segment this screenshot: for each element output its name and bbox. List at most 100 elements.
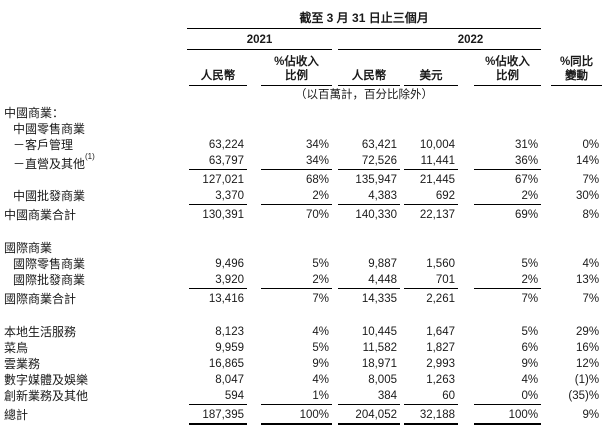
cell-value: 4,448 — [338, 273, 400, 289]
cell-pct-2022 — [458, 122, 541, 138]
cell-value: 4% — [312, 374, 329, 386]
cell-rmb-2022: 14,335 — [332, 292, 400, 308]
cell-value: 3,920 — [189, 273, 247, 289]
cell-value: 100% — [261, 408, 332, 425]
cell-pct-2022: 31% — [458, 138, 541, 154]
cell-pct-2021: 2% — [247, 189, 332, 208]
cell-rmb-2022: 4,383 — [332, 189, 400, 208]
row-label: 國際零售商業 — [13, 257, 86, 271]
col-header-label: 比例 — [285, 70, 308, 82]
table-row: －直營及其他(1) 63,797 34% 72,526 11,441 36% 1… — [3, 152, 602, 173]
cell-pct-2022: 0% — [458, 389, 542, 408]
col-header-rmb-2021: 人民幣 — [189, 69, 247, 86]
row-label: 雲業務 — [4, 357, 41, 371]
col-header-pct-of-revenue-2021: %佔收入 比例 — [261, 55, 332, 86]
cell-yoy-change — [541, 241, 602, 257]
cell-value: 9,959 — [215, 342, 244, 354]
cell-rmb-2022: 140,330 — [332, 208, 400, 224]
cell-pct-2021: 9% — [247, 357, 332, 373]
cell-pct-2021 — [247, 106, 332, 122]
cell-value: 2,993 — [426, 358, 455, 370]
cell-value: 14,335 — [361, 293, 397, 305]
cell-rmb-2022: 72,526 — [332, 154, 400, 173]
cell-yoy-change — [541, 122, 602, 138]
cell-usd-2022 — [400, 106, 458, 122]
cell-value: 14% — [576, 155, 600, 167]
cell-value: 7% — [582, 293, 600, 305]
cell-rmb-2022: 8,005 — [332, 373, 400, 389]
cell-rmb-2021: 13,416 — [187, 292, 247, 308]
cell-yoy-change: 0% — [541, 138, 602, 154]
cell-pct-2022: 6% — [458, 341, 541, 357]
cell-yoy-change: (1)% — [541, 373, 602, 389]
row-label-cell: 中國商業： — [3, 106, 187, 122]
row-label-cell: －客戶管理 — [3, 138, 187, 154]
cell-rmb-2021: 9,496 — [187, 257, 247, 273]
row-label-cell — [3, 173, 187, 189]
cell-pct-2021: 34% — [247, 154, 332, 173]
cell-value: 204,052 — [338, 408, 400, 425]
cell-value: (1)% — [574, 374, 600, 386]
cell-value: 5% — [312, 258, 329, 270]
col-header-label: %佔收入 — [485, 56, 530, 68]
col-header-label: 比例 — [496, 70, 520, 82]
cell-pct-2021: 2% — [247, 273, 332, 292]
cell-pct-2021: 4% — [247, 325, 332, 341]
table-row: 雲業務 16,865 9% 18,971 2,993 9% 12% — [3, 357, 602, 373]
cell-yoy-change: 9% — [541, 408, 602, 427]
table-row: 127,021 68% 135,947 21,445 67% 7% — [3, 173, 602, 189]
table-row: 總計 187,395 100% 204,052 32,188 100% 9% — [3, 408, 602, 427]
cell-value: 3,370 — [189, 189, 247, 205]
cell-value: 8,123 — [215, 326, 244, 338]
cell-value: 2% — [474, 273, 542, 289]
segment-revenue-table: 截至 3 月 31 日止三個月 2021 2022 人民幣 %佔收入 比例 人民幣 — [3, 2, 603, 427]
cell-value: 11,582 — [362, 342, 397, 354]
cell-value: 11,441 — [404, 154, 458, 170]
cell-value: 1,647 — [426, 326, 455, 338]
cell-yoy-change: 16% — [541, 341, 602, 357]
cell-pct-2021: 4% — [247, 373, 332, 389]
cell-value: 16,865 — [208, 358, 244, 370]
cell-pct-2021 — [247, 122, 332, 138]
cell-rmb-2021: 8,047 — [187, 373, 247, 389]
cell-rmb-2022: 204,052 — [332, 408, 400, 427]
cell-usd-2022: 1,647 — [400, 325, 458, 341]
cell-yoy-change: 7% — [541, 173, 602, 189]
cell-value: 30% — [576, 190, 600, 202]
cell-pct-2022: 4% — [458, 373, 541, 389]
table-row: 中國批發商業 3,370 2% 4,383 692 2% 30% — [3, 189, 602, 208]
table-row: 創新業務及其他 594 1% 384 60 0% (35)% — [3, 389, 602, 408]
cell-pct-2022: 2% — [458, 273, 542, 292]
cell-yoy-change: 7% — [541, 292, 602, 308]
col-header-label: 人民幣 — [200, 70, 236, 82]
cell-value: 130,391 — [202, 209, 244, 221]
year-group-2021: 2021 — [187, 33, 332, 50]
cell-pct-2021: 70% — [247, 208, 332, 224]
table-row: 國際商業合計 13,416 7% 14,335 2,261 7% 7% — [3, 292, 602, 308]
cell-value: 5% — [521, 258, 539, 270]
cell-usd-2022: 692 — [400, 189, 458, 208]
cell-usd-2022: 60 — [400, 389, 458, 408]
cell-value: 7% — [521, 293, 539, 305]
year-group-2022: 2022 — [338, 33, 542, 50]
cell-rmb-2022 — [332, 106, 400, 122]
row-label-cell: 中國批發商業 — [3, 189, 187, 208]
cell-value: 692 — [404, 189, 458, 205]
cell-value: 384 — [338, 389, 400, 405]
cell-yoy-change: 14% — [541, 154, 602, 173]
cell-value: 5% — [312, 342, 329, 354]
cell-value: 4,383 — [338, 189, 400, 205]
cell-rmb-2021: 594 — [187, 389, 247, 408]
cell-value: 9% — [312, 358, 329, 370]
cell-value: 2% — [261, 273, 332, 289]
cell-usd-2022: 22,137 — [400, 208, 458, 224]
cell-value: 8,005 — [368, 374, 397, 386]
row-label: 中國商業： — [4, 106, 65, 120]
row-label: 中國商業合計 — [4, 208, 77, 222]
cell-pct-2022: 36% — [458, 154, 542, 173]
row-label: －直營及其他 — [13, 157, 86, 171]
cell-pct-2022: 5% — [458, 325, 541, 341]
cell-usd-2022: 1,263 — [400, 373, 458, 389]
cell-pct-2022: 100% — [458, 408, 542, 427]
row-label-cell: 國際商業合計 — [3, 292, 187, 308]
